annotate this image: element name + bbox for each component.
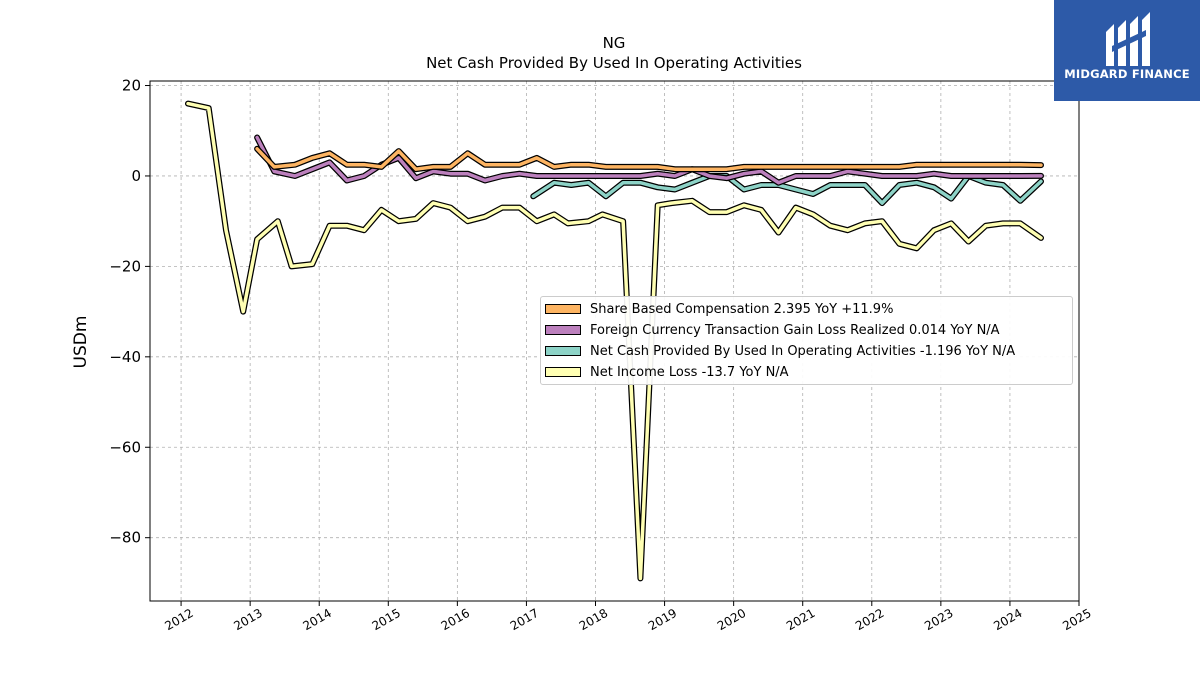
y-tick-label: −20: [109, 257, 141, 275]
legend-label: Share Based Compensation 2.395 YoY +11.9…: [590, 301, 894, 317]
x-tick-label: 2014: [300, 606, 333, 633]
x-tick-label: 2017: [508, 606, 541, 633]
legend-label: Net Cash Provided By Used In Operating A…: [590, 343, 1016, 359]
y-tick-label: 20: [122, 77, 141, 95]
y-tick-label: 0: [131, 167, 141, 185]
y-tick-label: −40: [109, 348, 141, 366]
series-line-share-based-compensation: [255, 147, 1043, 171]
chart-subtitle: Net Cash Provided By Used In Operating A…: [426, 54, 802, 72]
midgard-logo-icon: [1106, 12, 1150, 66]
brand-logo: MIDGARD FINANCE: [1054, 0, 1200, 101]
plot-frame: [149, 80, 1080, 602]
x-tick-label: 2022: [853, 606, 886, 633]
x-tick-label: 2016: [439, 606, 472, 633]
y-ticks: 20 0 −20 −40 −60 −80: [109, 77, 150, 547]
legend-label: Foreign Currency Transaction Gain Loss R…: [590, 322, 1000, 338]
legend-swatch: [545, 325, 581, 335]
x-tick-label: 2015: [370, 606, 403, 633]
legend-item-net-income: Net Income Loss -13.7 YoY N/A: [541, 362, 789, 382]
legend-swatch: [545, 367, 581, 377]
x-ticks: 2012 2013 2014 2015 2016 2017 2018 2019 2020 2021…: [162, 601, 1094, 633]
x-tick-label: 2019: [646, 606, 679, 633]
y-axis-label: USDm: [71, 316, 91, 369]
x-tick-label: 2024: [991, 606, 1024, 633]
series-layer: [185, 100, 1044, 582]
y-tick-label: −80: [109, 529, 141, 547]
x-tick-label: 2025: [1060, 606, 1093, 633]
x-tick-label: 2018: [577, 606, 610, 633]
chart-title: NG: [603, 34, 626, 52]
x-tick-label: 2023: [922, 606, 955, 633]
series-line-net-cash-provided-by-used-in-operating-activities: [531, 174, 1043, 205]
legend-label: Net Income Loss -13.7 YoY N/A: [590, 364, 789, 380]
series-line-net-income-loss: [186, 101, 1043, 581]
x-tick-label: 2012: [162, 606, 195, 633]
legend-swatch: [545, 304, 581, 314]
brand-name: MIDGARD FINANCE: [1064, 67, 1190, 81]
legend-item-foreign-currency: Foreign Currency Transaction Gain Loss R…: [541, 320, 1000, 340]
x-tick-label: 2021: [784, 606, 817, 633]
legend-swatch: [545, 346, 581, 356]
y-tick-label: −60: [109, 438, 141, 456]
x-tick-label: 2013: [231, 606, 264, 633]
legend-item-share-based-compensation: Share Based Compensation 2.395 YoY +11.9…: [541, 299, 893, 319]
legend-item-net-cash: Net Cash Provided By Used In Operating A…: [541, 341, 1015, 361]
x-tick-label: 2020: [715, 606, 748, 633]
legend: Share Based Compensation 2.395 YoY +11.9…: [540, 296, 1073, 385]
